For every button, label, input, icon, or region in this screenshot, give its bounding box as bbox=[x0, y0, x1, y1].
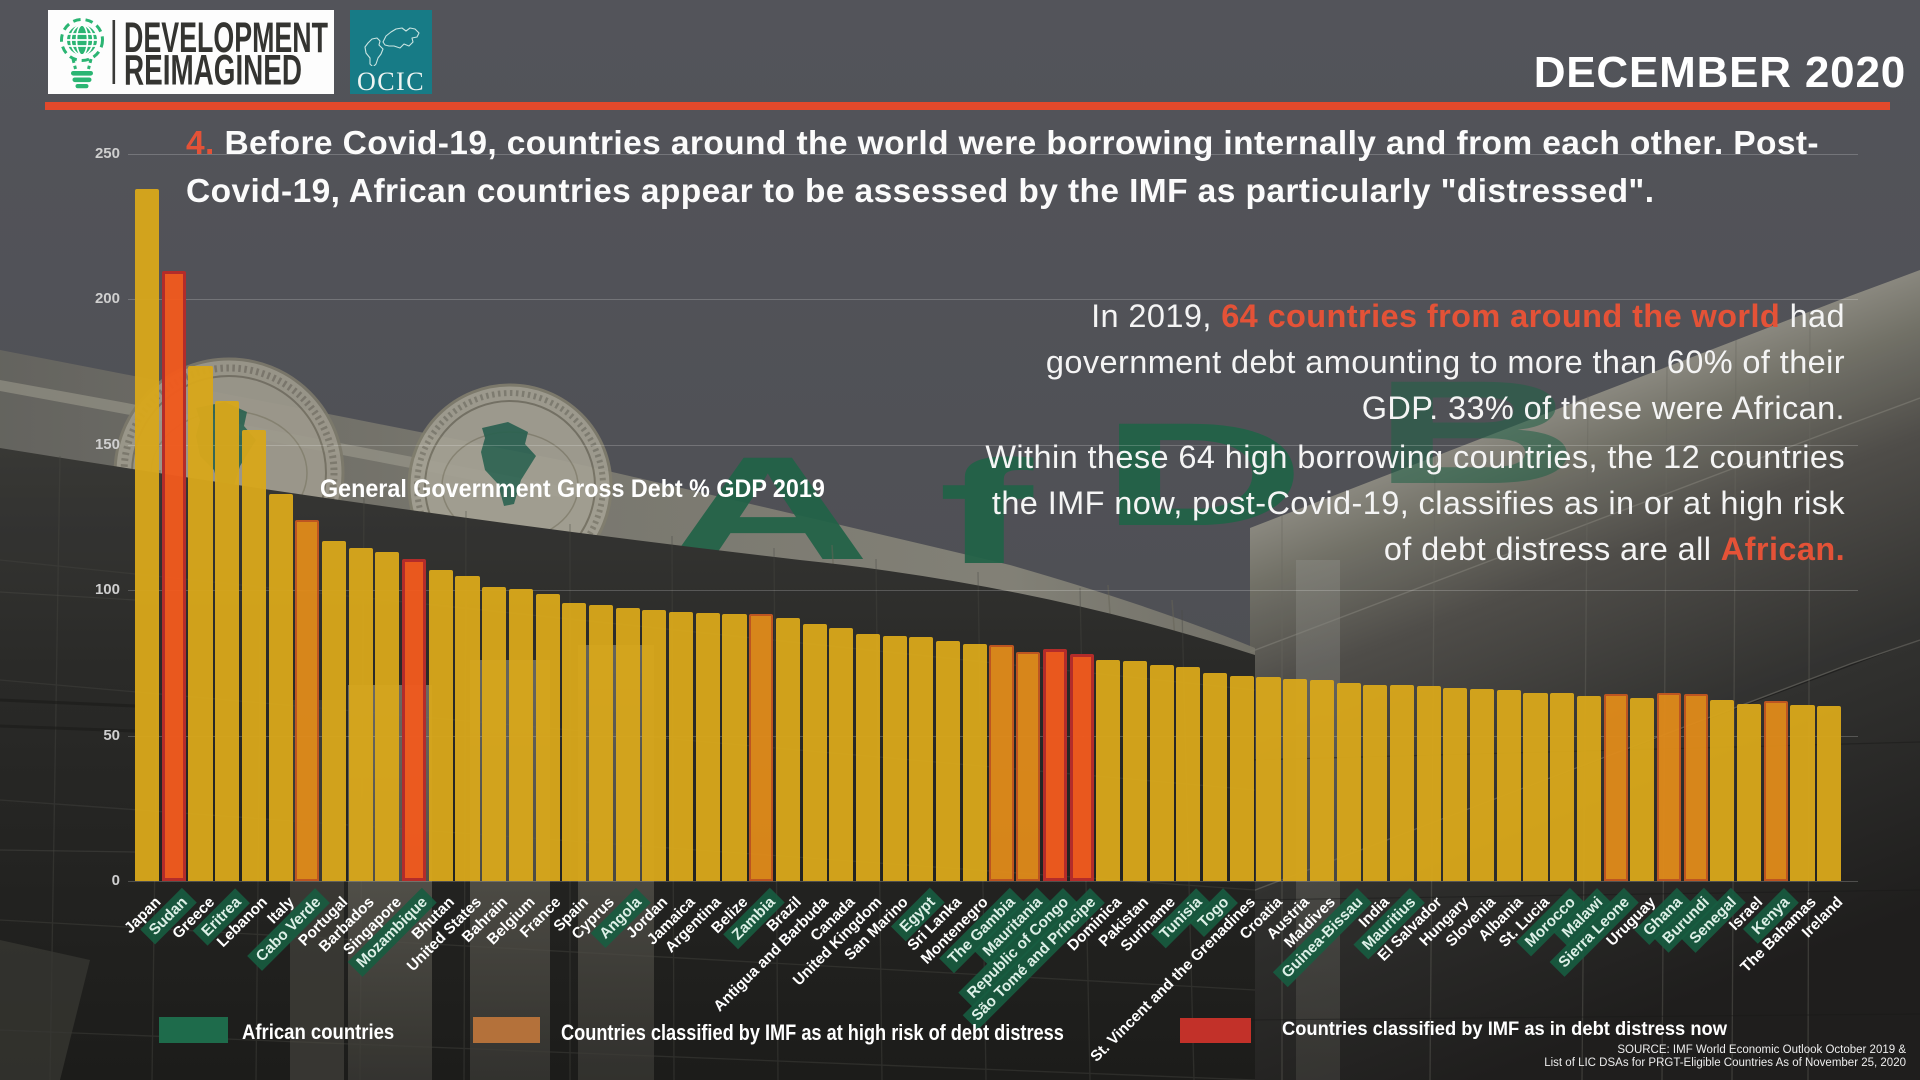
svg-text:f: f bbox=[938, 431, 1033, 595]
svg-text:D: D bbox=[1100, 393, 1306, 557]
svg-text:REIMAGINED: REIMAGINED bbox=[124, 47, 302, 95]
svg-text:B: B bbox=[1372, 350, 1580, 514]
svg-text:DEVELOPMENT: DEVELOPMENT bbox=[124, 14, 328, 62]
